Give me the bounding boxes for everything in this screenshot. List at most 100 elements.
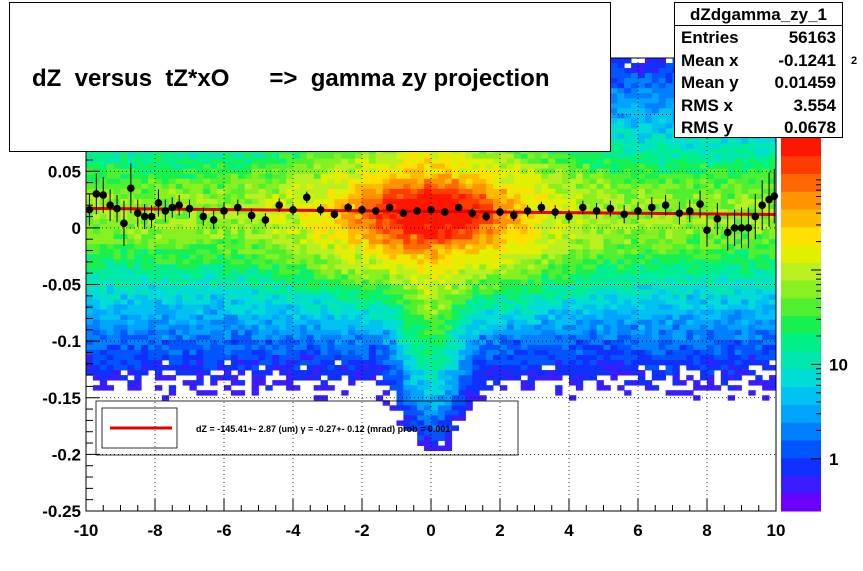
heatmap-cell (362, 214, 370, 220)
heatmap-cell (127, 234, 135, 240)
heatmap-cell (224, 344, 232, 351)
heatmap-cell (431, 405, 439, 411)
heatmap-cell (458, 349, 466, 356)
heatmap-cell (534, 163, 542, 170)
heatmap-cell (258, 339, 266, 346)
heatmap-cell (437, 224, 446, 230)
heatmap-cell (368, 239, 377, 245)
heatmap-cell (451, 239, 459, 245)
heatmap-cell (348, 168, 356, 175)
heatmap-cell (562, 183, 570, 190)
heatmap-cell (265, 163, 273, 170)
heatmap-cell (203, 309, 211, 316)
heatmap-cell (299, 360, 308, 366)
heatmap-cell (293, 168, 301, 175)
heatmap-cell (196, 259, 204, 265)
heatmap-cell (341, 249, 349, 255)
heatmap-cell (258, 304, 266, 311)
heatmap-cell (210, 289, 218, 295)
heatmap-cell (520, 324, 528, 331)
heatmap-cell (168, 269, 177, 275)
heatmap-cell (555, 294, 563, 300)
heatmap-cell (334, 365, 342, 371)
heatmap-cell (548, 354, 556, 361)
heatmap-cell (182, 163, 190, 170)
heatmap-cell (306, 279, 315, 285)
heatmap-cell (431, 440, 439, 446)
heatmap-cell (286, 344, 294, 351)
heatmap-cell (251, 239, 259, 245)
heatmap-cell (417, 380, 425, 386)
heatmap-cell (106, 279, 114, 285)
heatmap-cell (424, 319, 432, 326)
heatmap-cell (306, 229, 315, 235)
heatmap-cell (286, 163, 294, 170)
heatmap-cell (168, 279, 177, 285)
heatmap-cell (244, 314, 252, 321)
heatmap-cell (293, 360, 301, 366)
heatmap-cell (230, 375, 239, 381)
heatmap-cell (506, 249, 515, 255)
heatmap-cell (486, 224, 494, 230)
heatmap-cell (348, 259, 356, 265)
heatmap-cell (541, 173, 549, 180)
heatmap-cell (403, 415, 411, 421)
heatmap-cell (258, 249, 266, 255)
heatmap-cell (155, 219, 163, 225)
heatmap-cell (465, 299, 473, 306)
heatmap-cell (555, 153, 563, 160)
heatmap-cell (431, 163, 439, 170)
heatmap-cell (582, 244, 591, 250)
heatmap-cell (569, 314, 577, 321)
heatmap-cell (182, 234, 190, 240)
heatmap-cell (168, 299, 177, 306)
heatmap-cell (148, 269, 156, 275)
heatmap-cell (506, 309, 515, 316)
heatmap-cell (355, 365, 363, 371)
heatmap-cell (92, 224, 101, 230)
heatmap-cell (548, 274, 556, 280)
heatmap-cell (148, 314, 156, 321)
heatmap-cell (596, 329, 604, 336)
heatmap-cell (265, 349, 273, 356)
heatmap-cell (465, 203, 473, 210)
heatmap-cell (500, 259, 508, 265)
heatmap-cell (569, 354, 577, 361)
heatmap-cell (403, 249, 411, 255)
heatmap-cell (134, 274, 142, 280)
heatmap-cell (444, 344, 453, 351)
heatmap-cell (451, 370, 459, 376)
heatmap-cell (251, 234, 259, 240)
heatmap-cell (465, 254, 473, 260)
heatmap-cell (313, 395, 321, 401)
heatmap-cell (141, 239, 149, 245)
heatmap-cell (230, 289, 239, 295)
heatmap-cell (120, 274, 128, 280)
heatmap-cell (382, 279, 390, 285)
heatmap-cell (520, 289, 528, 295)
heatmap-cell (244, 365, 252, 371)
heatmap-cell (237, 168, 246, 175)
heatmap-cell (424, 420, 432, 426)
heatmap-cell (244, 153, 252, 160)
heatmap-cell (148, 274, 156, 280)
heatmap-cell (210, 198, 218, 205)
heatmap-cell (493, 334, 501, 341)
heatmap-cell (472, 289, 480, 295)
heatmap-cell (86, 254, 94, 260)
heatmap-cell (389, 405, 397, 411)
heatmap-cell (127, 370, 135, 376)
heatmap-cell (265, 334, 273, 341)
heatmap-cell (500, 349, 508, 356)
heatmap-cell (596, 249, 604, 255)
heatmap-cell (293, 309, 301, 316)
heatmap-cell (134, 234, 142, 240)
heatmap-cell (210, 375, 218, 381)
heatmap-cell (582, 229, 591, 235)
heatmap-cell (327, 284, 335, 290)
heatmap-cell (141, 153, 149, 160)
heatmap-cell (562, 219, 570, 225)
heatmap-cell (575, 188, 584, 195)
heatmap-cell (431, 430, 439, 436)
heatmap-cell (189, 349, 197, 356)
